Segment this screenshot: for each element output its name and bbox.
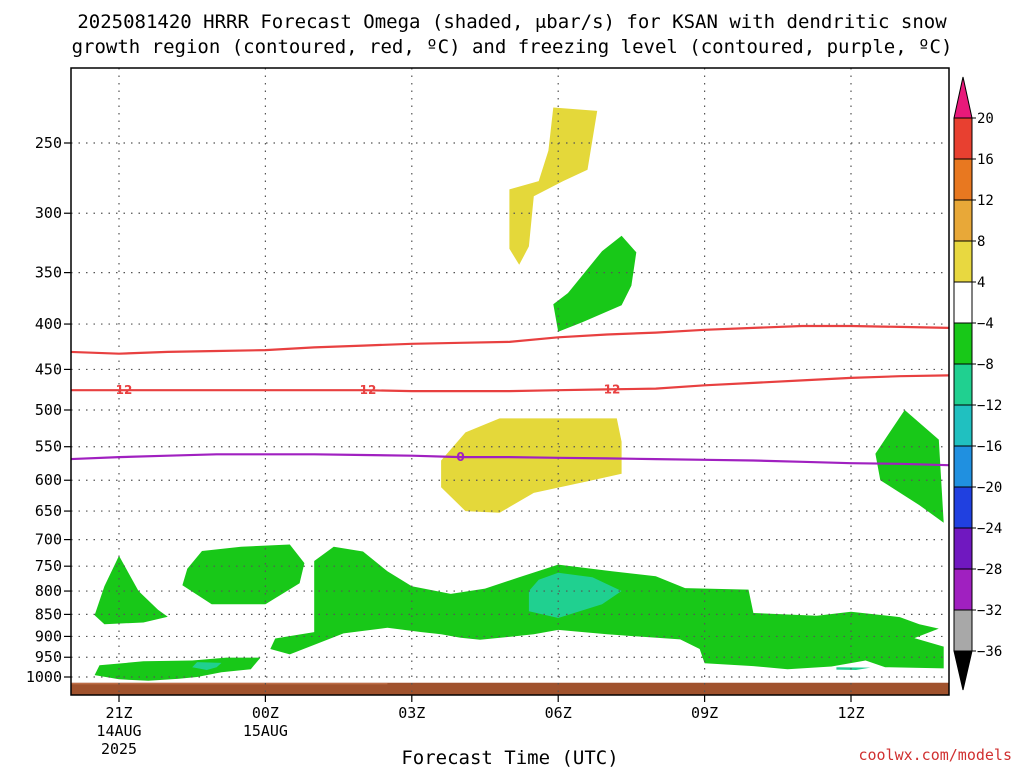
plot-frame [70,67,950,696]
colorbar-swatch [953,240,973,283]
colorbar-swatch [953,486,973,529]
colorbar-label: −8 [977,357,994,373]
contour-line-1 [71,374,949,393]
colorbar-swatch [953,527,973,570]
colorbar-label: −20 [977,480,1002,496]
omega-region-2 [441,418,622,513]
colorbar-label: −28 [977,562,1002,578]
y-tick-label: 400 [35,315,62,333]
y-tick-label: 850 [35,605,62,623]
colorbar-label: −16 [977,439,1002,455]
x-tick-date: 15AUG [243,722,288,740]
colorbar-swatch [953,117,973,160]
y-tick-label: 450 [35,360,62,378]
omega-region-5 [182,544,305,605]
contour-label: −12 [106,383,133,397]
ground-layer [71,682,949,695]
x-tick-label: 21Z [105,704,132,722]
colorbar-swatch [953,404,973,447]
omega-region-4 [94,555,168,625]
y-tick-label: 650 [35,502,62,520]
omega-shaded-regions [94,107,944,681]
chart-title-line-1: 2025081420 HRRR Forecast Omega (shaded, … [77,11,947,33]
colorbar-swatch [953,281,973,324]
colorbar-label: 4 [977,275,985,291]
omega-region-0 [509,107,598,265]
x-tick-label: 03Z [398,704,425,722]
omega-region-9 [192,662,222,670]
colorbar-label: −4 [977,316,994,332]
y-tick-label: 350 [35,264,62,282]
colorbar-swatch [953,363,973,406]
omega-region-3 [875,410,944,523]
colorbar-label: −12 [977,398,1002,414]
chart-title-line-2: growth region (contoured, red, ºC) and f… [72,36,953,58]
colorbar-swatch [953,158,973,201]
colorbar-label: −36 [977,644,1002,660]
contour-lines: −12 −12 −12 0 [71,324,949,467]
x-tick-date: 14AUG [96,722,141,740]
y-tick-label: 600 [35,471,62,489]
colorbar-swatch [953,199,973,242]
colorbar-label: −32 [977,603,1002,619]
y-axis-ticks: 250 300 350 400 450 500 550 600 650 700 750 800 850 9… [26,134,71,686]
omega-region-10 [836,667,871,670]
colorbar-label: −24 [977,521,1002,537]
colorbar: 20 16 12 8 4 −4 −8 −12 −16 −20 −24 −28 −32 −36 [953,76,1002,691]
colorbar-swatch [953,568,973,611]
colorbar-top-arrow [953,76,973,119]
colorbar-label: 20 [977,111,994,127]
y-tick-label: 250 [35,134,62,152]
colorbar-label: 12 [977,193,994,209]
credit-text: coolwx.com/models [858,746,1012,764]
y-tick-label: 1000 [26,668,62,686]
colorbar-label: 8 [977,234,985,250]
contour-line-0 [71,324,949,355]
colorbar-swatch [953,445,973,488]
omega-region-7 [528,572,622,618]
x-tick-label: 06Z [545,704,572,722]
y-tick-label: 700 [35,531,62,549]
colorbar-swatch [953,609,973,652]
omega-region-6 [270,546,944,670]
contour-line-2 [71,453,949,467]
x-tick-label: 09Z [691,704,718,722]
contour-label: −12 [350,383,377,397]
y-tick-label: 900 [35,627,62,645]
contour-label: 0 [456,450,464,464]
y-tick-label: 950 [35,648,62,666]
colorbar-swatch [953,322,973,365]
colorbar-bottom-arrow [953,650,973,691]
y-tick-label: 500 [35,401,62,419]
x-tick-label: 00Z [252,704,279,722]
x-axis-label: Forecast Time (UTC) [401,747,618,768]
omega-region-1 [553,235,637,332]
x-tick-year: 2025 [101,740,137,758]
ground-band [71,682,949,695]
x-tick-label: 12Z [837,704,864,722]
y-tick-label: 550 [35,438,62,456]
y-tick-label: 750 [35,557,62,575]
y-tick-label: 300 [35,204,62,222]
contour-label: −12 [594,382,621,396]
y-tick-label: 800 [35,582,62,600]
colorbar-label: 16 [977,152,994,168]
